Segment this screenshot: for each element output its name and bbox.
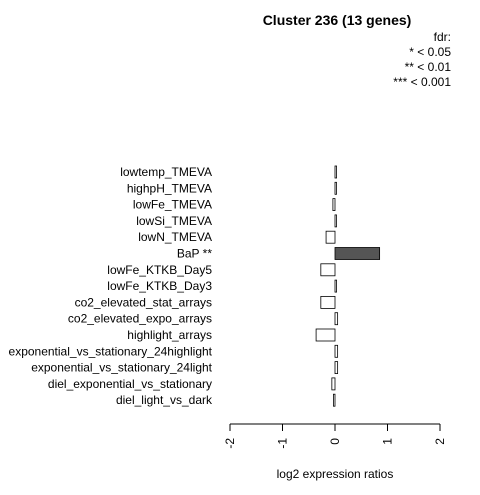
bar-11 [315, 328, 336, 342]
category-label-3: lowFe_TMEVA [133, 198, 212, 212]
x-tick-label-2: -1 [276, 438, 290, 449]
category-label-14: diel_exponential_vs_stationary [48, 377, 212, 391]
category-label-10: co2_elevated_expo_arrays [68, 312, 212, 326]
bar-2 [334, 181, 337, 195]
category-label-2: highpH_TMEVA [127, 181, 212, 195]
category-label-5: lowN_TMEVA [138, 230, 212, 244]
category-label-12: exponential_vs_stationary_24highlight [9, 344, 213, 358]
legend-title: fdr: [433, 30, 451, 44]
bar-5 [325, 230, 336, 244]
category-label-9: co2_elevated_stat_arrays [75, 295, 212, 309]
category-label-7: lowFe_KTKB_Day5 [107, 263, 212, 277]
x-axis-label: log2 expression ratios [277, 467, 394, 481]
category-label-6: BaP ** [177, 247, 212, 261]
bar-14 [331, 377, 336, 391]
bar-4 [334, 214, 337, 228]
category-label-13: exponential_vs_stationary_24light [31, 361, 212, 375]
category-labels-group: lowtemp_TMEVA highpH_TMEVA lowFe_TMEVA lowS… [9, 165, 213, 407]
x-axis: -2 -1 0 1 2 [223, 423, 447, 449]
legend-entry-3: *** < 0.001 [393, 75, 451, 89]
chart-title: Cluster 236 (13 genes) [262, 12, 412, 28]
bar-10 [334, 312, 339, 326]
bar-1 [334, 165, 337, 179]
category-label-4: lowSi_TMEVA [136, 214, 212, 228]
category-label-15: diel_light_vs_dark [116, 393, 213, 407]
bar-12 [334, 344, 339, 358]
category-label-8: lowFe_KTKB_Day3 [107, 279, 212, 293]
bar-6 [334, 247, 381, 260]
legend-entry-2: ** < 0.01 [404, 60, 451, 74]
x-tick-label-4: 1 [381, 438, 395, 445]
category-label-11: highlight_arrays [127, 328, 212, 342]
bar-15 [333, 393, 336, 407]
fdr-legend: fdr: * < 0.05 ** < 0.01 *** < 0.001 [393, 30, 451, 90]
legend-entry-1: * < 0.05 [409, 45, 451, 59]
x-tick-label-3: 0 [328, 438, 342, 445]
category-label-1: lowtemp_TMEVA [120, 165, 212, 179]
bar-8 [334, 279, 337, 293]
bar-3 [332, 198, 336, 212]
x-tick-label-5: 2 [433, 438, 447, 445]
bar-7 [320, 263, 336, 277]
x-tick-label-1: -2 [223, 438, 237, 449]
bar-13 [334, 361, 339, 375]
bars-group [315, 165, 381, 407]
bar-9 [320, 295, 336, 309]
